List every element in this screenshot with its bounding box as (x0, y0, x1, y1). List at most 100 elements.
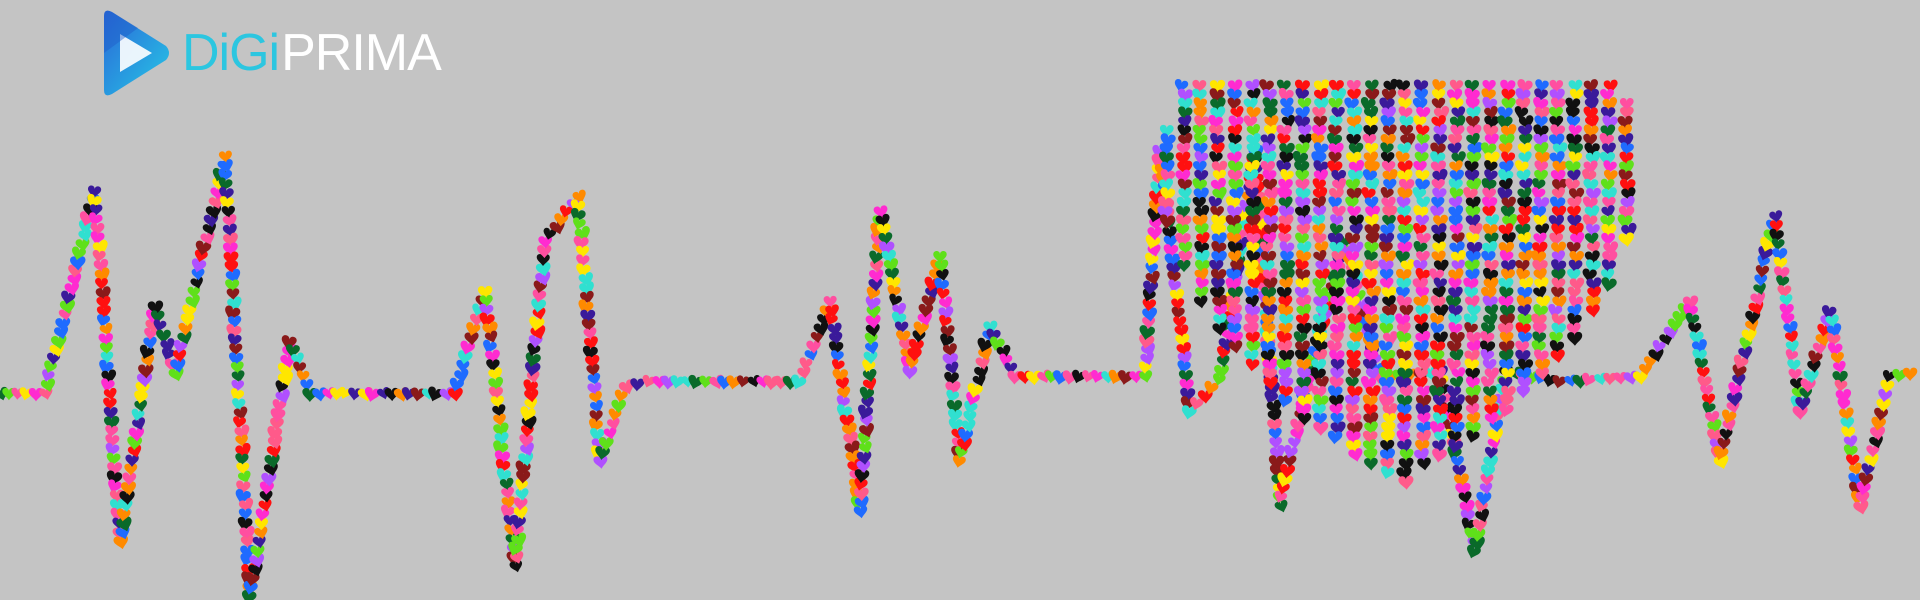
heart-mark (1785, 330, 1798, 344)
heart-mark (1381, 106, 1396, 121)
heart-mark (948, 409, 963, 423)
heart-mark (952, 455, 966, 468)
heart-mark (1349, 214, 1364, 229)
heart-mark (1688, 322, 1702, 335)
heart-mark (1702, 401, 1716, 415)
heart-mark (1861, 463, 1875, 476)
heart-mark (531, 298, 547, 313)
heart-mark (1177, 97, 1193, 112)
heart-mark (1276, 79, 1291, 93)
heart-mark (944, 371, 959, 386)
heart-mark (1515, 160, 1529, 174)
heart-mark (1243, 115, 1258, 129)
heart-mark (1163, 235, 1178, 249)
heart-mark (1447, 88, 1463, 103)
heart-mark (1174, 79, 1189, 93)
heart-mark (1682, 295, 1699, 311)
heart-mark (1193, 97, 1207, 111)
heart-mark (1295, 196, 1311, 211)
heart-mark (1295, 232, 1309, 246)
heart-mark (1260, 250, 1277, 266)
heart-mark (1482, 223, 1498, 238)
heart-mark (1267, 418, 1282, 433)
heart-mark (1378, 241, 1393, 255)
heart-mark (1362, 169, 1377, 183)
heart-mark (1276, 481, 1290, 495)
heart-mark (75, 238, 90, 252)
heart-mark (859, 441, 872, 454)
heart-mark (1601, 232, 1616, 246)
heart-mark (1600, 178, 1615, 192)
heart-mark (1227, 160, 1244, 175)
heart-mark (1431, 196, 1445, 210)
heart-mark (1599, 133, 1615, 148)
heart-mark (1517, 232, 1531, 246)
heart-mark (1465, 97, 1480, 111)
heart-mark (1431, 367, 1446, 382)
heart-mark (1168, 279, 1182, 292)
heart-mark (1446, 385, 1462, 400)
heart-mark (1295, 142, 1310, 156)
heart-mark (1397, 241, 1413, 256)
heart-mark (1519, 133, 1533, 147)
heart-mark (1314, 97, 1329, 112)
heart-mark (225, 268, 241, 283)
heart-mark (1396, 394, 1413, 410)
heart-mark (243, 581, 258, 595)
heart-mark (1243, 97, 1258, 111)
heart-mark (1535, 367, 1549, 381)
heart-mark (1871, 416, 1886, 431)
heart-mark (1244, 286, 1259, 300)
heart-mark (1696, 367, 1710, 379)
heart-mark (1169, 288, 1185, 303)
heart-mark (1295, 403, 1312, 419)
heart-mark (1297, 412, 1312, 426)
heart-mark (828, 341, 844, 355)
heart-mark (1599, 151, 1616, 167)
heart-mark (1600, 214, 1615, 229)
heart-mark (1227, 97, 1241, 111)
heart-mark (1536, 295, 1551, 309)
heart-mark (1413, 79, 1429, 94)
heart-mark (1296, 358, 1312, 373)
heart-mark (524, 397, 538, 410)
heart-mark (1347, 304, 1361, 318)
heart-mark (225, 305, 241, 321)
heart-mark (156, 329, 171, 344)
heart-mark (1274, 490, 1288, 503)
heart-mark (1330, 367, 1344, 381)
heart-mark (1192, 196, 1206, 210)
heart-mark (1312, 232, 1327, 246)
heart-mark (1821, 305, 1837, 320)
heart-mark (1430, 322, 1445, 336)
heart-mark (527, 342, 541, 356)
heart-mark (64, 281, 79, 296)
heart-mark (1145, 270, 1160, 285)
heart-mark (854, 477, 868, 491)
heart-mark (1194, 151, 1209, 165)
heart-mark (1448, 277, 1462, 291)
heart-mark (1349, 241, 1364, 255)
brand-logo[interactable]: DiGi PRIMA (98, 8, 442, 98)
heart-mark (1283, 455, 1297, 468)
heart-mark (291, 352, 304, 365)
heart-mark (1330, 295, 1346, 311)
heart-mark (1807, 360, 1821, 373)
heart-mark (1347, 169, 1364, 184)
heart-mark (1550, 97, 1566, 112)
heart-mark (1210, 106, 1226, 121)
heart-mark (1365, 340, 1381, 355)
heart-mark (1534, 169, 1548, 183)
heart-mark (448, 387, 463, 402)
heart-mark (1181, 405, 1197, 420)
heart-mark (1532, 259, 1548, 275)
heart-mark (946, 400, 963, 415)
heart-mark (1229, 331, 1243, 345)
heart-mark (1364, 223, 1380, 239)
heart-mark (1212, 187, 1227, 201)
heart-mark (1196, 232, 1210, 246)
heart-mark (1279, 259, 1296, 274)
heart-mark (963, 410, 977, 423)
heart-mark (1277, 472, 1293, 488)
heart-mark (936, 269, 949, 282)
